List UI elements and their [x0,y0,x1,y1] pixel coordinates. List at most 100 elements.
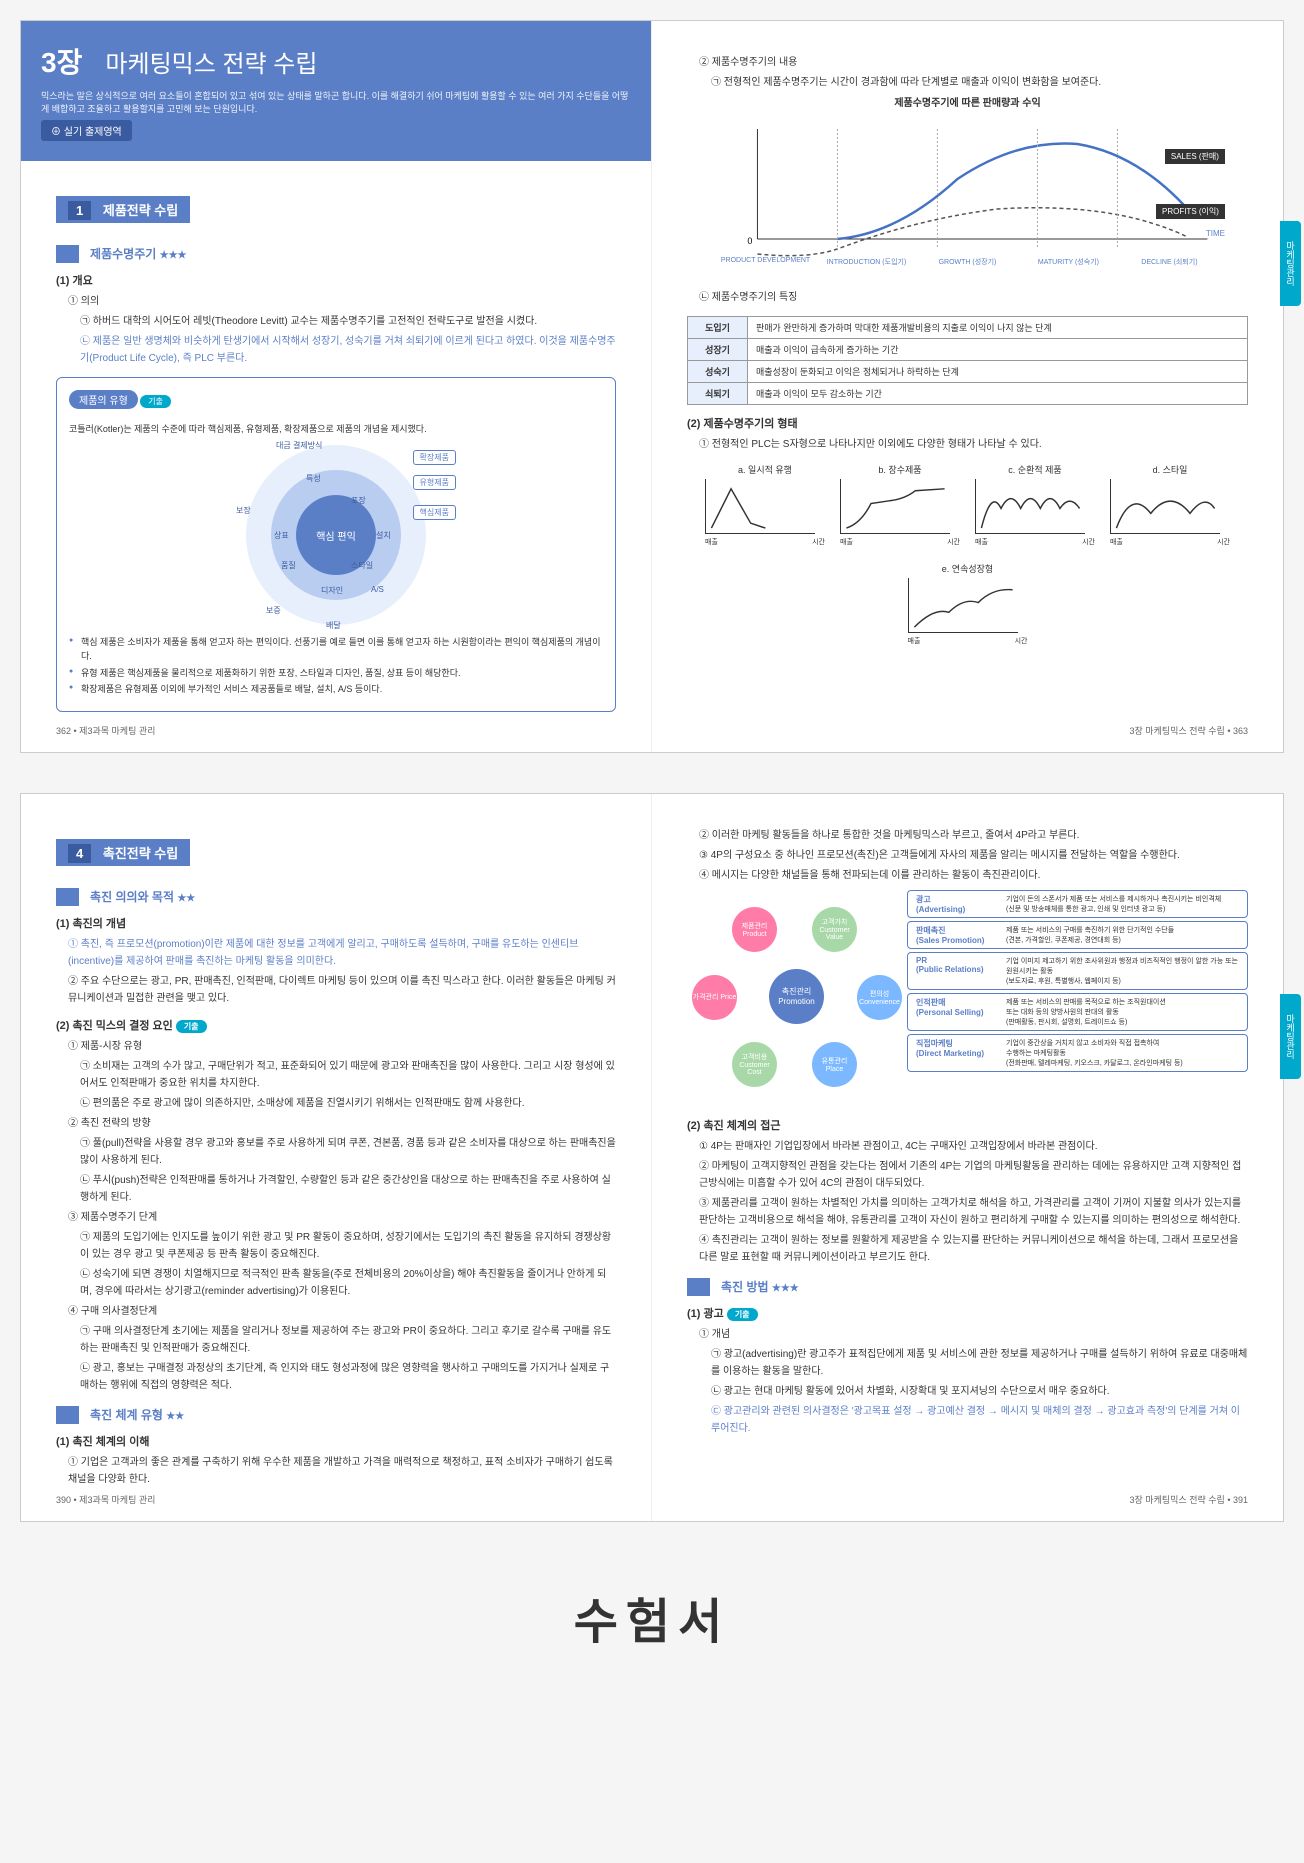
mini-lbl-e: e. 연속성장형 [908,562,1028,575]
row-2-d: 매출성장이 둔화되고 이익은 정체되거나 하락하는 단계 [748,361,1248,383]
page-footer-right: 3장 마케팅믹스 전략 수립 • 391 [1130,1493,1248,1506]
rh3-text: (1) 광고 [687,1308,724,1320]
para-3: ① 기업은 고객과의 좋은 관계를 구축하기 위해 우수한 제품을 개발하고 가… [68,1454,616,1488]
ring-lbl-2: 보장 [236,505,251,516]
promo-item-2: PR(Public Relations)기업 이미지 제고하기 위한 조사위원과… [907,952,1248,990]
promo-label: 인적판매(Personal Selling) [916,997,1006,1027]
product-rings-diagram: 핵심 편익 확장제품 유형제품 핵심제품 대금 결제방식 특성 보장 상표 품질… [246,445,426,625]
subsec-num: 1 [56,888,79,906]
heading-3: (1) 촉진 체계의 이해 [56,1433,616,1449]
promotion-wheel-diagram: 촉진관리 Promotion 제품관리 Product고객가치 Customer… [687,897,907,1097]
subsection-1: 1 제품수명주기 ★★★ [56,245,616,262]
row-2-h: 성숙기 [688,361,748,383]
axis-x: 시간 [1015,636,1028,646]
chapter-title: 마케팅믹스 전략 수립 [105,44,317,79]
side-tab: 마케팅관리 [1280,221,1301,306]
r-heading-2: (2) 촉진 체계의 접근 [687,1117,1248,1133]
page-391: ② 이러한 마케팅 활동들을 하나로 통합한 것을 마케팅믹스라 부르고, 줄여… [652,794,1283,1521]
exam-tag: 기출 [140,395,171,408]
mini-lbl-d: d. 스타일 [1110,463,1230,476]
rpara-7: ④ 촉진관리는 고객이 원하는 정보를 원활하게 제공받을 수 있는지를 판단하… [699,1232,1248,1266]
r-heading-3: (1) 광고 기출 [687,1305,1248,1321]
mini-lbl-a: a. 일시적 유행 [705,463,825,476]
exam-badge: ⊕ 실기 출제영역 [41,120,132,141]
ring-lbl-11: 포장 [351,495,366,506]
subsection-3: 3 촉진 방법 ★★★ [687,1278,1248,1295]
row-1-d: 매출과 이익이 급속하게 증가하는 기간 [748,339,1248,361]
subsec-title: 제품수명주기 [90,247,156,261]
page-390: 4 촉진전략 수립 1 촉진 의의와 목적 ★★ (1) 촉진의 개념 ① 촉진… [21,794,652,1521]
heading-2c: ③ 제품수명주기 단계 [68,1209,616,1226]
callout-extended: 확장제품 [413,450,456,465]
mini-chart-d: d. 스타일 매출시간 [1110,463,1230,547]
table-row: 쇠퇴기매출과 이익이 모두 감소하는 기간 [688,383,1248,405]
section-title: 촉진전략 수립 [103,846,178,861]
product-type-box: 제품의 유형 기출 코틀러(Kotler)는 제품의 수준에 따라 핵심제품, … [56,377,616,712]
heading-2b: ② 촉진 전략의 방향 [68,1115,616,1132]
rpara-5: ② 마케팅이 고객지향적인 관점을 갖는다는 점에서 기존의 4P는 기업의 마… [699,1158,1248,1192]
outer-circle-2: 가격관리 Price [692,975,737,1020]
mini-lbl-b: b. 장수제품 [840,463,960,476]
outer-circle-3: 고객비용 Customer Cost [732,1042,777,1087]
row-0-h: 도입기 [688,317,748,339]
axis-y: 매출 [840,537,853,547]
axis-x: 시간 [947,537,960,547]
time-label: TIME [1206,229,1225,238]
stage-4: DECLINE (쇠퇴기) [1119,257,1220,267]
box-bullet-2: 유형 제품은 핵심제품을 물리적으로 제품화하기 위한 포장, 스타일과 디자인… [69,666,603,680]
rpara-2: ③ 4P의 구성요소 중 하나인 프로모션(촉진)은 고객들에게 자사의 제품을… [699,847,1248,864]
page-362: 3장 마케팅믹스 전략 수립 믹스라는 말은 상식적으로 여러 요소들이 혼합되… [21,21,652,752]
importance-stars: ★★ [166,1411,184,1422]
importance-stars: ★★★ [772,1283,799,1294]
promo-label: 직접마케팅(Direct Marketing) [916,1038,1006,1068]
h2-text: (2) 촉진 믹스의 결정 요인 [56,1020,173,1032]
subsec-num: 2 [56,1406,79,1424]
row-3-d: 매출과 이익이 모두 감소하는 기간 [748,383,1248,405]
page-footer-right: 3장 마케팅믹스 전략 수립 • 363 [1130,724,1248,737]
row-0-d: 판매가 완만하게 증가하며 막대한 제품개발비용의 지출로 이익이 나지 않는 … [748,317,1248,339]
ring-lbl-6: 디자인 [321,585,343,596]
box-badge: 제품의 유형 [69,390,138,409]
promo-item-4: 직접마케팅(Direct Marketing)기업이 중간상을 거치지 않고 소… [907,1034,1248,1072]
para-2d1: ㉠ 구매 의사결정단계 초기에는 제품을 알리거나 정보를 제공하여 주는 광고… [80,1323,616,1357]
spread-2: 4 촉진전략 수립 1 촉진 의의와 목적 ★★ (1) 촉진의 개념 ① 촉진… [20,793,1284,1522]
para-2: ② 주요 수단으로는 광고, PR, 판매촉진, 인적판매, 다이렉트 마케팅 … [68,973,616,1007]
promo-label: PR(Public Relations) [916,956,1006,986]
subsec-title: 촉진 체계 유형 [90,1408,163,1422]
profits-badge: PROFITS (이익) [1156,204,1225,219]
section-num: 4 [68,844,91,863]
stage-1: INTRODUCTION (도입기) [816,257,917,267]
outer-circle-1: 고객가치 Customer Value [812,907,857,952]
subsec-title: 촉진 방법 [721,1280,769,1294]
row-3-h: 쇠퇴기 [688,383,748,405]
ring-lbl-8: A/S [371,585,384,594]
plc-table: 도입기판매가 완만하게 증가하며 막대한 제품개발비용의 지출로 이익이 나지 … [687,316,1248,405]
outer-circle-4: 유통관리 Place [812,1042,857,1087]
plc-table-heading: ㉡ 제품수명주기의 특징 [699,289,1248,306]
promo-desc: 기업 이미지 제고하기 위한 조사위원과 행정과 비즈직적인 행정이 알한 가능… [1006,956,1239,986]
r-para-2: ① 전형적인 PLC는 S자형으로 나타나지만 이외에도 다양한 형태가 나타날… [699,436,1248,453]
table-row: 성장기매출과 이익이 급속하게 증가하는 기간 [688,339,1248,361]
ring-lbl-4: 품질 [281,560,296,571]
mini-chart-c: c. 순환적 제품 매출시간 [975,463,1095,547]
subsection-1: 1 촉진 의의와 목적 ★★ [56,888,616,905]
outer-circle-5: 편의성 Convenience [857,975,902,1020]
center-circle: 촉진관리 Promotion [769,969,824,1024]
axis-y: 매출 [908,636,921,646]
importance-stars: ★★★ [160,250,187,261]
promo-item-1: 판매촉진(Sales Promotion)제품 또는 서비스의 구매를 촉진하기… [907,921,1248,949]
promo-label: 판매촉진(Sales Promotion) [916,925,1006,945]
spread-1: 3장 마케팅믹스 전략 수립 믹스라는 말은 상식적으로 여러 요소들이 혼합되… [20,20,1284,753]
rpara-9: ㉡ 광고는 현대 마케팅 활동에 있어서 차별화, 시장확대 및 포지셔닝의 수… [711,1383,1248,1400]
axis-y: 매출 [975,537,988,547]
box-bullet-1: 핵심 제품은 소비자가 제품을 통해 얻고자 하는 편익이다. 선풍기를 예로 … [69,635,603,664]
promo-item-3: 인적판매(Personal Selling)제품 또는 서비스의 판매를 목적으… [907,993,1248,1031]
rpara-8: ㉠ 광고(advertising)란 광고주가 표적집단에게 제품 및 서비스에… [711,1346,1248,1380]
para-2b1: ㉠ 풀(pull)전략을 사용할 경우 광고와 홍보를 주로 사용하게 되며 쿠… [80,1135,616,1169]
mini-chart-e: e. 연속성장형 매출 시간 [908,562,1028,646]
exam-tag: 기출 [727,1308,758,1321]
subsec-num: 1 [56,245,79,263]
page-363: ② 제품수명주기의 내용 ㉠ 전형적인 제품수명주기는 시간이 경과함에 따라 … [652,21,1283,752]
rpara-3: ④ 메시지는 다양한 채널들을 통해 전파되는데 이를 관리하는 활동이 촉진관… [699,867,1248,884]
mini-chart-a: a. 일시적 유행 매출시간 [705,463,825,547]
